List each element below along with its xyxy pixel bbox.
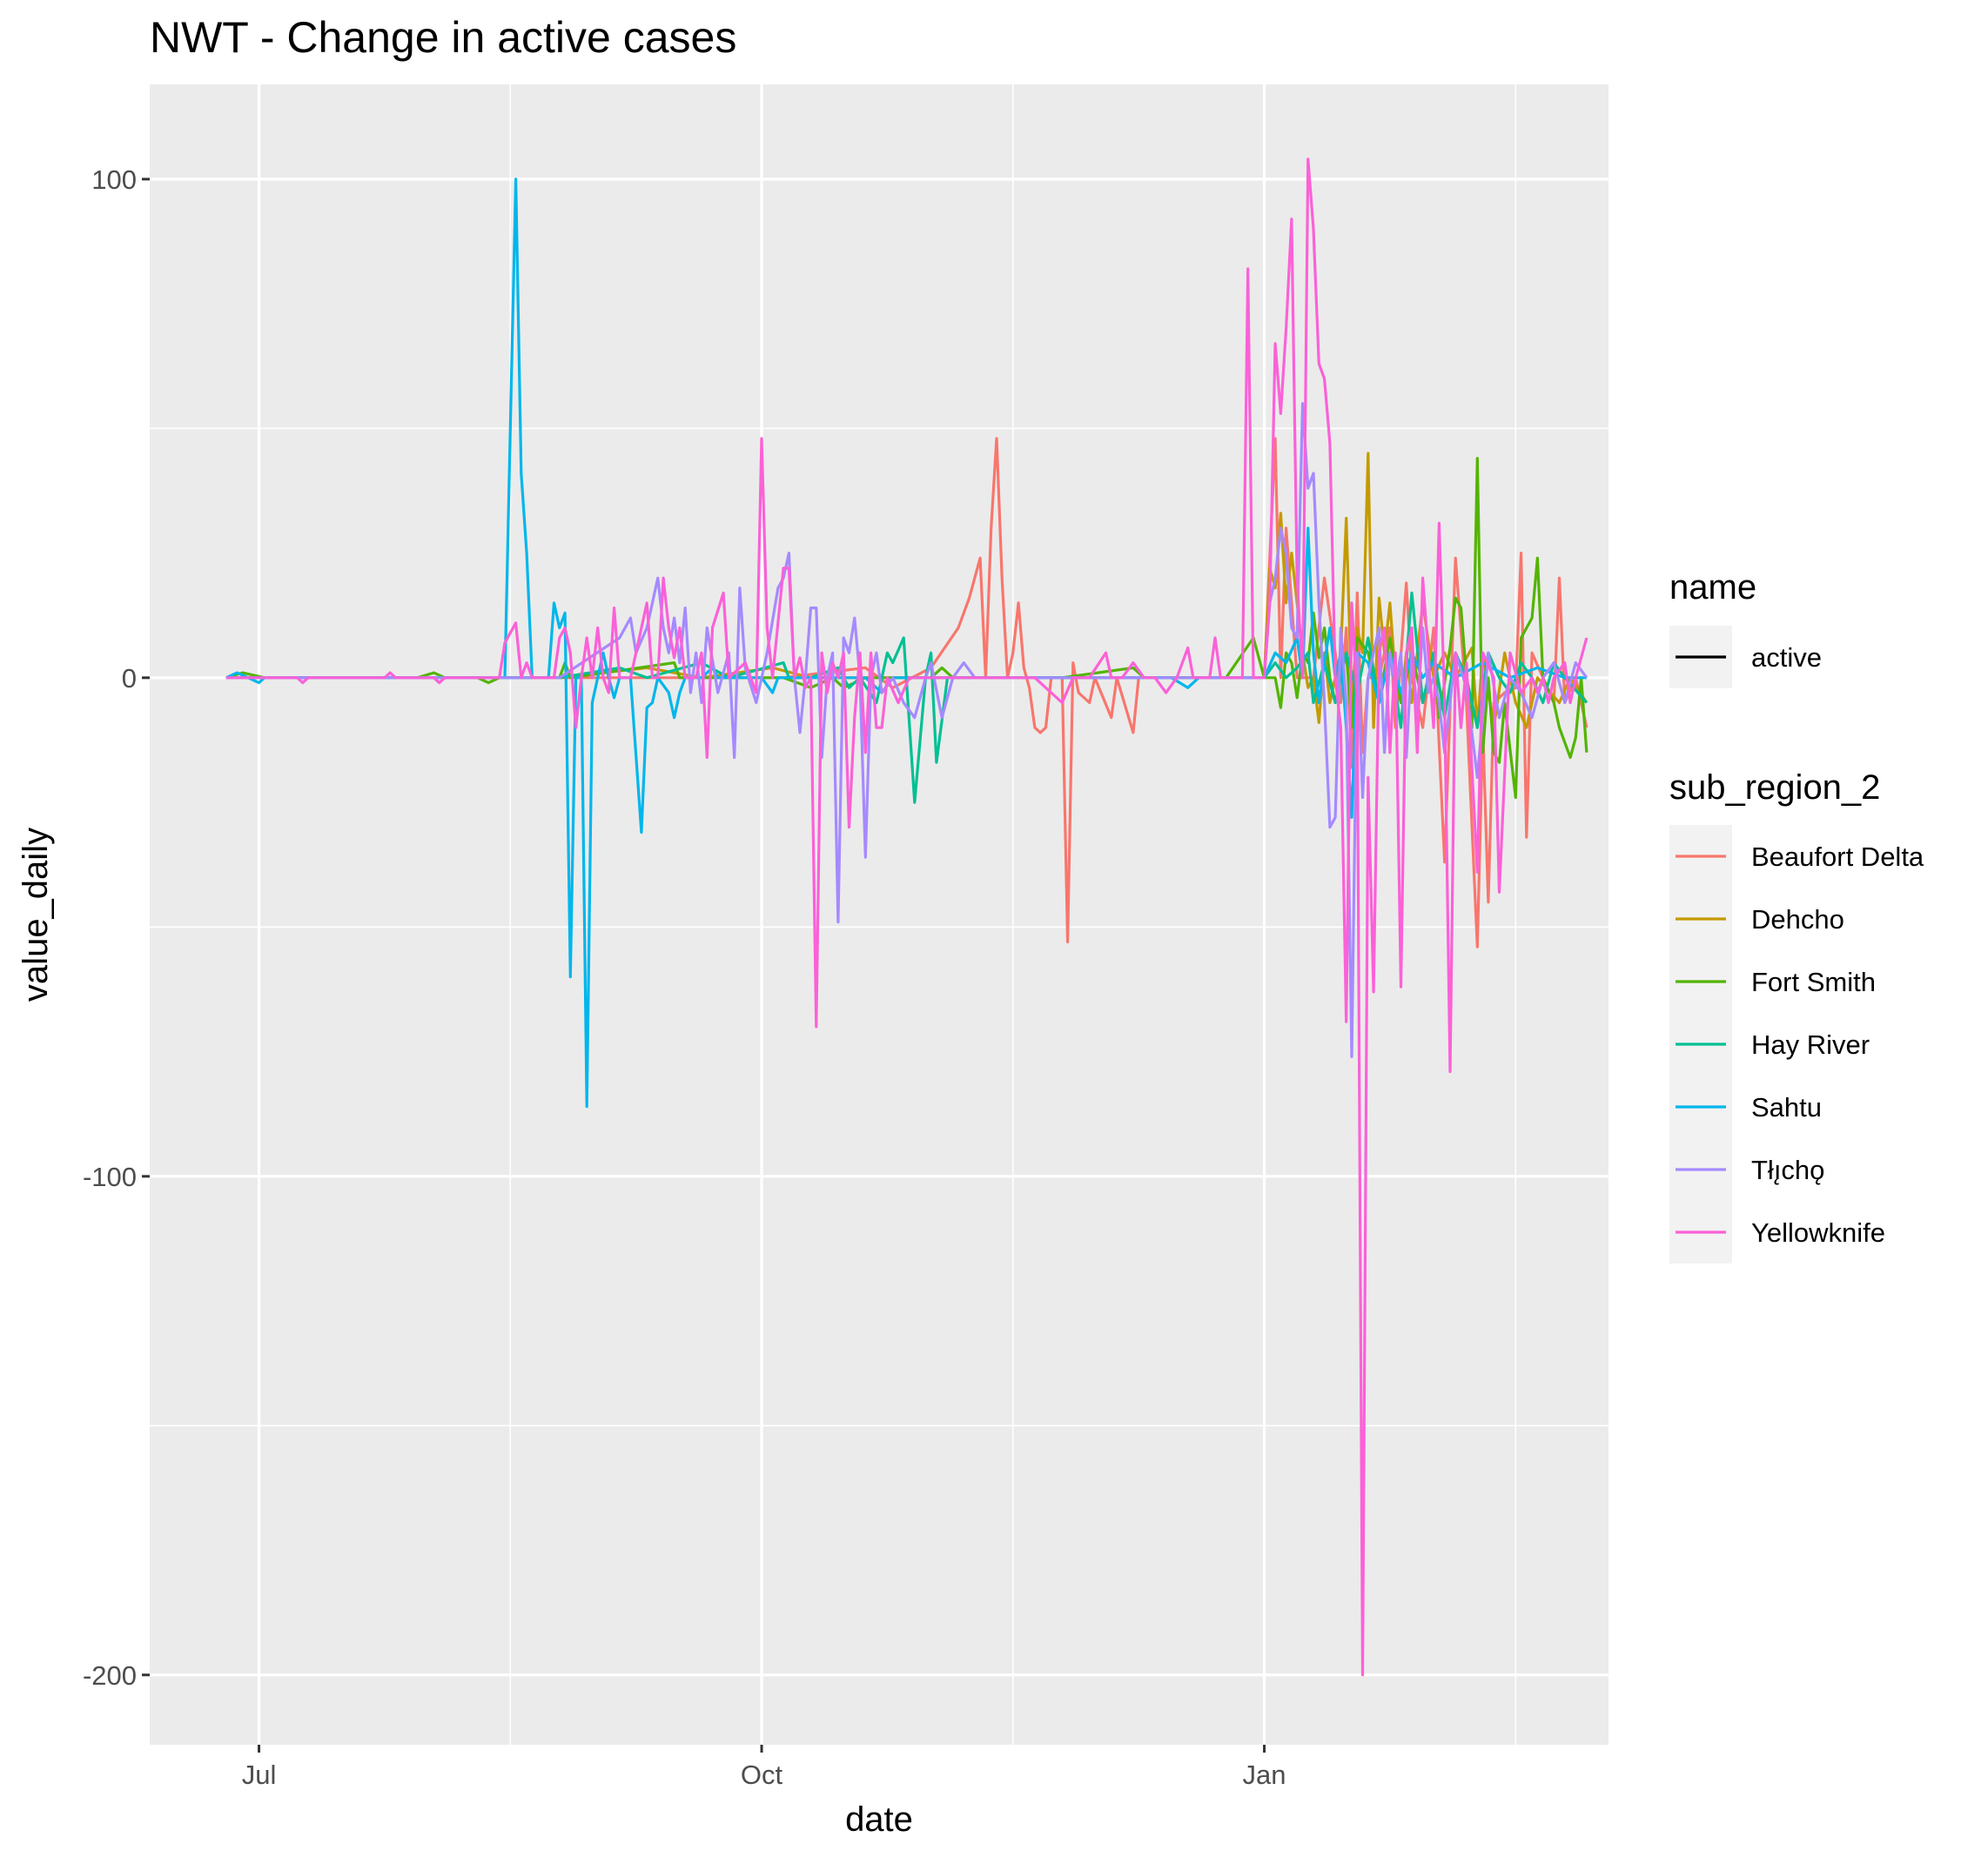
x-tick-label: Jan: [1243, 1760, 1286, 1790]
y-axis: 100 0 -100 -200: [83, 164, 150, 1691]
legend-linetype-entries: active: [1669, 626, 1822, 688]
legend: name active sub_region_2 Beaufort Delta D…: [1669, 568, 1924, 1264]
series-line-tłı̨chǫ: [225, 402, 1588, 1058]
x-axis-title: date: [845, 1800, 913, 1839]
legend-label: Dehcho: [1751, 904, 1844, 935]
legend-label: Yellowknife: [1751, 1217, 1885, 1248]
plot-panel: [150, 84, 1609, 1745]
y-axis-title: value_daily: [17, 828, 55, 1002]
legend-linetype-title: name: [1669, 568, 1756, 607]
series-line-fort-smith: [225, 457, 1588, 800]
x-axis: Jul Oct Jan: [242, 1745, 1286, 1790]
legend-label: Fort Smith: [1751, 967, 1876, 997]
chart-title: NWT - Change in active cases: [150, 13, 736, 62]
y-tick-label: 100: [91, 164, 137, 195]
y-tick-label: -200: [83, 1660, 137, 1691]
series-lines: [225, 158, 1588, 1677]
y-tick-label: 0: [122, 663, 137, 694]
x-tick-label: Jul: [242, 1760, 277, 1790]
legend-color-entries: Beaufort Delta Dehcho Fort Smith Hay River S…: [1669, 825, 1924, 1264]
legend-color-title: sub_region_2: [1669, 768, 1880, 807]
y-tick-label: -100: [83, 1162, 137, 1192]
legend-label: Hay River: [1751, 1029, 1870, 1060]
legend-label: Sahtu: [1751, 1092, 1822, 1123]
x-tick-label: Oct: [741, 1760, 783, 1790]
legend-label: active: [1751, 642, 1822, 673]
series-line-yellowknife: [225, 158, 1588, 1677]
series-line-sahtu: [225, 178, 1587, 1109]
legend-label: Beaufort Delta: [1751, 841, 1924, 872]
legend-label: Tłı̨chǫ: [1751, 1155, 1824, 1185]
series-line-beaufort-delta: [225, 437, 1588, 949]
